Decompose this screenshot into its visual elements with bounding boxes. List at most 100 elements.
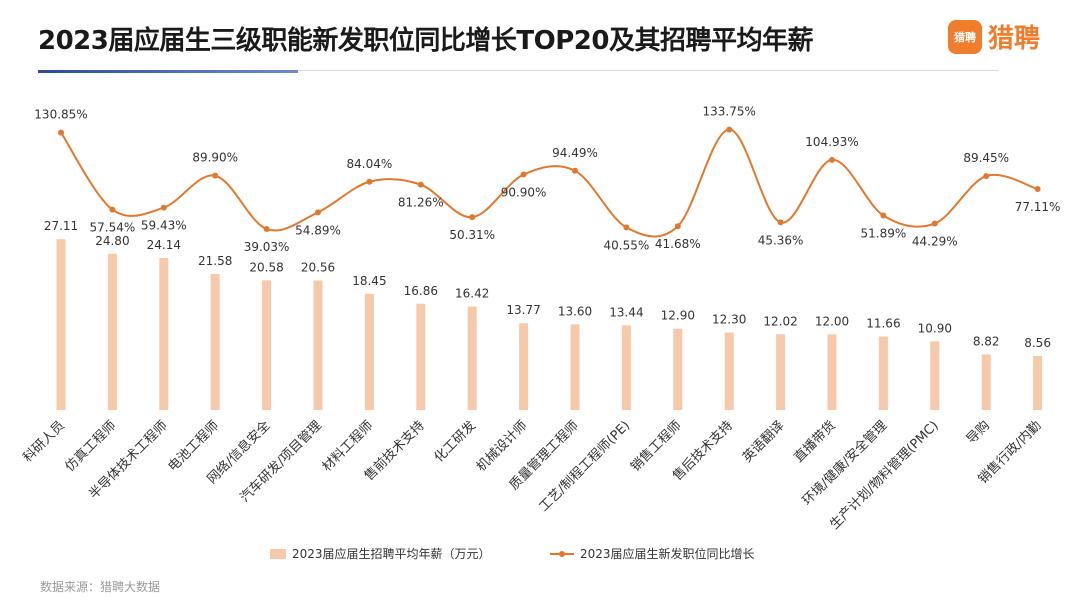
growth-point (315, 209, 321, 216)
growth-point (109, 206, 116, 213)
growth-value-label: 57.54% (90, 221, 136, 235)
growth-point (160, 204, 167, 211)
growth-value-label: 90.90% (501, 186, 547, 200)
growth-value-label: 51.89% (861, 227, 907, 241)
growth-point (520, 171, 527, 178)
bar (416, 303, 426, 410)
bar (210, 274, 220, 410)
bar-value-label: 16.86 (404, 284, 438, 298)
growth-value-label: 40.55% (604, 238, 650, 252)
logo-text: 猎聘 (987, 24, 1040, 54)
bar-value-label: 20.56 (301, 260, 335, 274)
growth-point (623, 224, 630, 231)
bar-value-label: 20.58 (249, 260, 283, 274)
growth-point (829, 156, 835, 163)
bar (930, 341, 940, 410)
growth-value-label: 59.43% (141, 219, 187, 233)
growth-point (880, 212, 887, 219)
bar (1033, 356, 1043, 410)
growth-value-label: 84.04% (347, 157, 393, 171)
growth-value-label: 94.49% (552, 146, 598, 160)
bar (159, 257, 169, 410)
title-divider (38, 70, 998, 71)
growth-point (1034, 186, 1041, 193)
bar-value-label: 24.14 (147, 238, 181, 252)
bar-value-label: 10.90 (918, 321, 952, 335)
page-title: 2023届应届生三级职能新发职位同比增长TOP20及其招聘平均年薪 (38, 26, 813, 56)
bar (621, 325, 631, 410)
bar-value-label: 12.30 (712, 313, 746, 327)
bar-value-label: 24.80 (95, 234, 129, 248)
bar-value-label: 11.66 (866, 317, 900, 331)
growth-value-label: 54.89% (295, 223, 341, 237)
growth-value-label: 45.36% (758, 233, 804, 247)
title-accent-bar (38, 70, 298, 73)
growth-value-label: 44.29% (912, 234, 958, 248)
growth-point (417, 181, 424, 188)
growth-value-label: 133.75% (703, 105, 756, 119)
category-label: 导购 (963, 418, 993, 448)
bar (467, 306, 477, 410)
bar-value-label: 8.82 (973, 334, 1000, 348)
bar (724, 332, 734, 410)
growth-value-label: 41.68% (655, 237, 701, 251)
growth-point (777, 219, 784, 226)
growth-value-label: 104.93% (805, 135, 858, 149)
growth-point (983, 173, 990, 180)
category-label: 工艺/制程工程师(PE) (537, 418, 634, 515)
growth-value-label: 89.90% (192, 151, 238, 165)
bar (981, 354, 991, 410)
bar-value-label: 12.02 (763, 314, 797, 328)
brand-logo: 猎聘 猎聘 (947, 18, 1040, 55)
growth-value-label: 81.26% (398, 196, 444, 210)
bar (56, 239, 66, 410)
bar-value-label: 21.58 (198, 254, 232, 268)
data-source: 数据来源：猎聘大数据 (40, 580, 161, 594)
bar (519, 323, 529, 410)
bar-value-label: 13.60 (558, 304, 592, 318)
bar (364, 293, 374, 410)
growth-point (58, 129, 64, 136)
legend-bar-swatch (270, 549, 286, 559)
bar-value-label: 13.44 (609, 305, 643, 319)
growth-point (572, 167, 578, 174)
category-label: 环境/健康/安全管理 (799, 418, 890, 509)
bar-value-label: 18.45 (352, 274, 386, 288)
growth-line (60, 128, 1038, 238)
bar (776, 334, 786, 410)
category-label: 销售工程师 (627, 418, 684, 475)
bar-value-label: 12.90 (661, 309, 695, 323)
logo-badge-icon: 猎聘 (947, 19, 982, 54)
growth-value-label: 50.31% (449, 228, 495, 242)
category-label: 英语翻译 (740, 418, 787, 465)
growth-point (469, 214, 476, 221)
legend-bar-label: 2023届应届生招聘平均年薪（万元） (292, 546, 491, 561)
growth-value-label: 89.45% (963, 151, 1009, 165)
category-label: 科研人员 (20, 418, 67, 465)
bar (262, 280, 272, 410)
bar-value-label: 27.11 (44, 219, 78, 233)
bar-value-label: 12.00 (815, 314, 849, 328)
category-label: 生产计划/物料管理(PMC) (827, 418, 941, 532)
bar-value-label: 13.77 (506, 303, 540, 317)
growth-point (366, 178, 373, 185)
growth-value-label: 77.11% (1015, 200, 1061, 214)
bar (878, 336, 888, 410)
category-label: 化工研发 (431, 418, 479, 466)
bar (313, 280, 323, 410)
legend-line-marker (559, 551, 565, 557)
growth-value-label: 130.85% (34, 108, 87, 122)
growth-point (931, 220, 938, 227)
bar-value-label: 8.56 (1024, 336, 1051, 350)
growth-point (726, 126, 733, 133)
growth-point (263, 226, 270, 233)
bar (107, 253, 117, 410)
bar (827, 334, 837, 410)
bar-value-label: 16.42 (455, 287, 489, 301)
legend-line-label: 2023届应届生新发职位同比增长 (580, 546, 755, 561)
growth-value-label: 39.03% (244, 240, 290, 254)
bar (570, 324, 580, 410)
category-label: 直播带货 (791, 418, 839, 466)
bar (673, 328, 683, 410)
